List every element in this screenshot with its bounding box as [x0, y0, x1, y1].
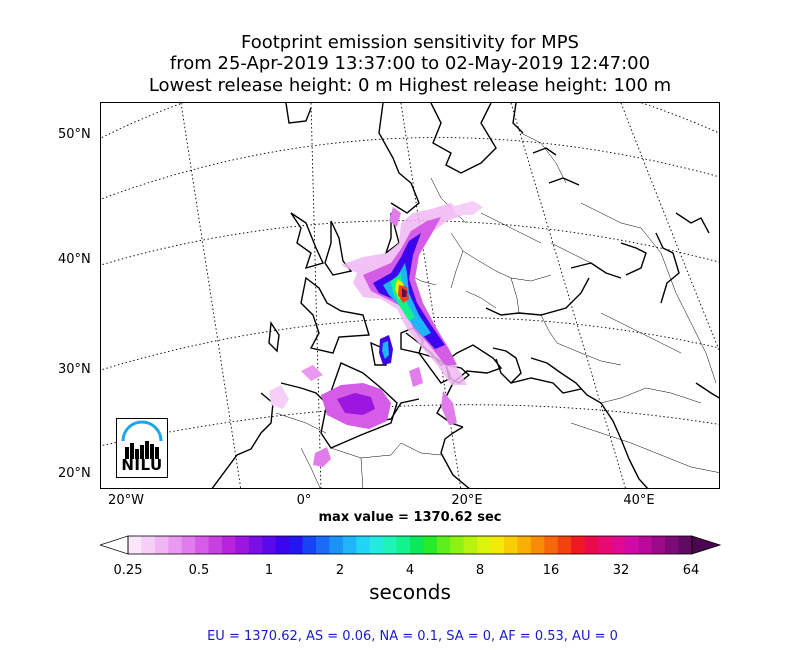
colorbar-cell: [128, 536, 142, 554]
lat-label-20n: 20°N: [58, 466, 91, 481]
colorbar-cell: [302, 536, 317, 554]
plot-title-line-1: Footprint emission sensitivity for MPS: [241, 32, 579, 53]
colorbar-tick-3: 2: [335, 563, 345, 578]
colorbar-cell: [584, 536, 599, 554]
colorbar-tick-5: 8: [475, 563, 485, 578]
colorbar-cell: [504, 536, 518, 554]
colorbar-tick-2: 1: [264, 563, 274, 578]
nilu-logo-text: NILU: [121, 456, 163, 474]
colorbar-cell: [544, 536, 559, 554]
colorbar-cell: [463, 536, 478, 554]
colorbar-cell: [262, 536, 277, 554]
region-stats: EU = 1370.62, AS = 0.06, NA = 0.1, SA = …: [207, 629, 618, 644]
colorbar-cell: [477, 536, 491, 554]
colorbar-tick-6: 16: [542, 563, 560, 578]
colorbar-cell: [222, 536, 236, 554]
nilu-logo-mark: [121, 420, 163, 459]
colorbar-cell: [611, 536, 626, 554]
colorbar-cell: [289, 536, 303, 554]
map-canvas: [101, 103, 719, 488]
colorbar-tick-8: 64: [682, 563, 700, 578]
colorbar-tick-1: 0.5: [188, 563, 210, 578]
colorbar-cell: [651, 536, 666, 554]
colorbar-cell: [248, 536, 263, 554]
colorbar-low-extension: [100, 535, 129, 555]
lon-label-0: 0°: [296, 493, 312, 508]
coastlines: [211, 103, 719, 488]
colorbar-cell: [181, 536, 196, 554]
colorbar-cell: [168, 536, 183, 554]
colorbar-cell: [396, 536, 411, 554]
colorbar-cell: [665, 536, 679, 554]
colorbar-cell: [638, 536, 653, 554]
colorbar-cell: [557, 536, 572, 554]
lat-label-30n: 30°N: [58, 362, 91, 377]
colorbar-cell: [530, 536, 545, 554]
colorbar-cell: [423, 536, 438, 554]
lon-label-20e: 20°E: [451, 493, 483, 508]
colorbar-tick-0: 0.25: [113, 563, 143, 578]
colorbar-cell: [235, 536, 250, 554]
lat-label-40n: 40°N: [58, 252, 91, 267]
colorbar-cell: [410, 536, 424, 554]
footprint-field: [269, 201, 483, 467]
colorbar-cell: [490, 536, 505, 554]
colorbar-cell: [141, 536, 156, 554]
lat-label-50n: 50°N: [58, 127, 91, 142]
colorbar-cell: [195, 536, 209, 554]
colorbar-cell: [678, 536, 693, 554]
lon-label-40e: 40°E: [623, 493, 655, 508]
nilu-logo: NILU: [116, 418, 168, 478]
colorbar-cell: [208, 536, 223, 554]
colorbar-tick-4: 4: [405, 563, 415, 578]
colorbar: [100, 535, 721, 555]
colorbar-cell: [369, 536, 384, 554]
colorbar-cell: [571, 536, 585, 554]
colorbar-cell: [154, 536, 169, 554]
colorbar-cell: [624, 536, 639, 554]
colorbar-cell: [450, 536, 465, 554]
colorbar-cell: [275, 536, 290, 554]
colorbar-high-extension: [691, 535, 721, 555]
plot-title-line-2: from 25-Apr-2019 13:37:00 to 02-May-2019…: [169, 53, 651, 74]
colorbar-outline: [127, 535, 693, 555]
colorbar-cell: [436, 536, 451, 554]
colorbar-cell: [316, 536, 330, 554]
colorbar-cell: [356, 536, 371, 554]
colorbar-cell: [517, 536, 532, 554]
plot-title-line-3: Lowest release height: 0 m Highest relea…: [148, 75, 672, 96]
max-value-label: max value = 1370.62 sec: [318, 510, 502, 525]
lon-label-20w: 20°W: [108, 493, 144, 508]
colorbar-unit-label: seconds: [369, 580, 451, 604]
footprint-map: NILU: [100, 102, 720, 489]
colorbar-cell: [342, 536, 357, 554]
colorbar-cell: [383, 536, 397, 554]
colorbar-cell: [329, 536, 344, 554]
colorbar-tick-7: 32: [612, 563, 630, 578]
colorbar-cell: [598, 536, 612, 554]
